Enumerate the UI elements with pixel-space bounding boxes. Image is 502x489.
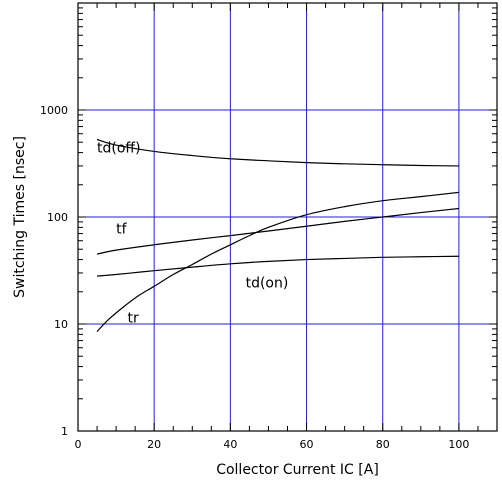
x-tick-label: 40 <box>223 438 237 451</box>
minor-ticks <box>77 3 498 432</box>
data-series <box>96 138 459 332</box>
y-tick-label: 10 <box>54 318 68 331</box>
series-line-tdon <box>96 255 459 277</box>
y-tick-label: 100 <box>47 211 68 224</box>
y-tick-label: 1000 <box>40 104 68 117</box>
grid-lines <box>78 3 497 431</box>
x-tick-label: 80 <box>376 438 390 451</box>
series-line-tf <box>96 207 459 255</box>
x-tick-label: 0 <box>75 438 82 451</box>
x-tick-label: 20 <box>147 438 161 451</box>
x-tick-label: 100 <box>448 438 469 451</box>
series-line-tdoff <box>96 138 459 167</box>
curve-labels: td(off) tf td(on) tr <box>97 141 288 327</box>
curve-label-tr: tr <box>128 311 139 327</box>
y-axis-title: Switching Times [nsec] <box>12 136 28 298</box>
curve-label-tf: tf <box>116 222 127 238</box>
y-axis: 1 10 100 1000 <box>40 104 68 438</box>
plot-frame <box>77 2 498 432</box>
series-line-tr <box>96 191 459 332</box>
x-axis-title: Collector Current IC [A] <box>216 462 379 478</box>
curve-label-tdon: td(on) <box>246 275 289 291</box>
curve-label-tdoff: td(off) <box>97 141 141 157</box>
x-tick-label: 60 <box>300 438 314 451</box>
y-tick-label: 1 <box>61 425 68 438</box>
x-axis: 0 20 40 60 80 100 <box>75 438 470 451</box>
